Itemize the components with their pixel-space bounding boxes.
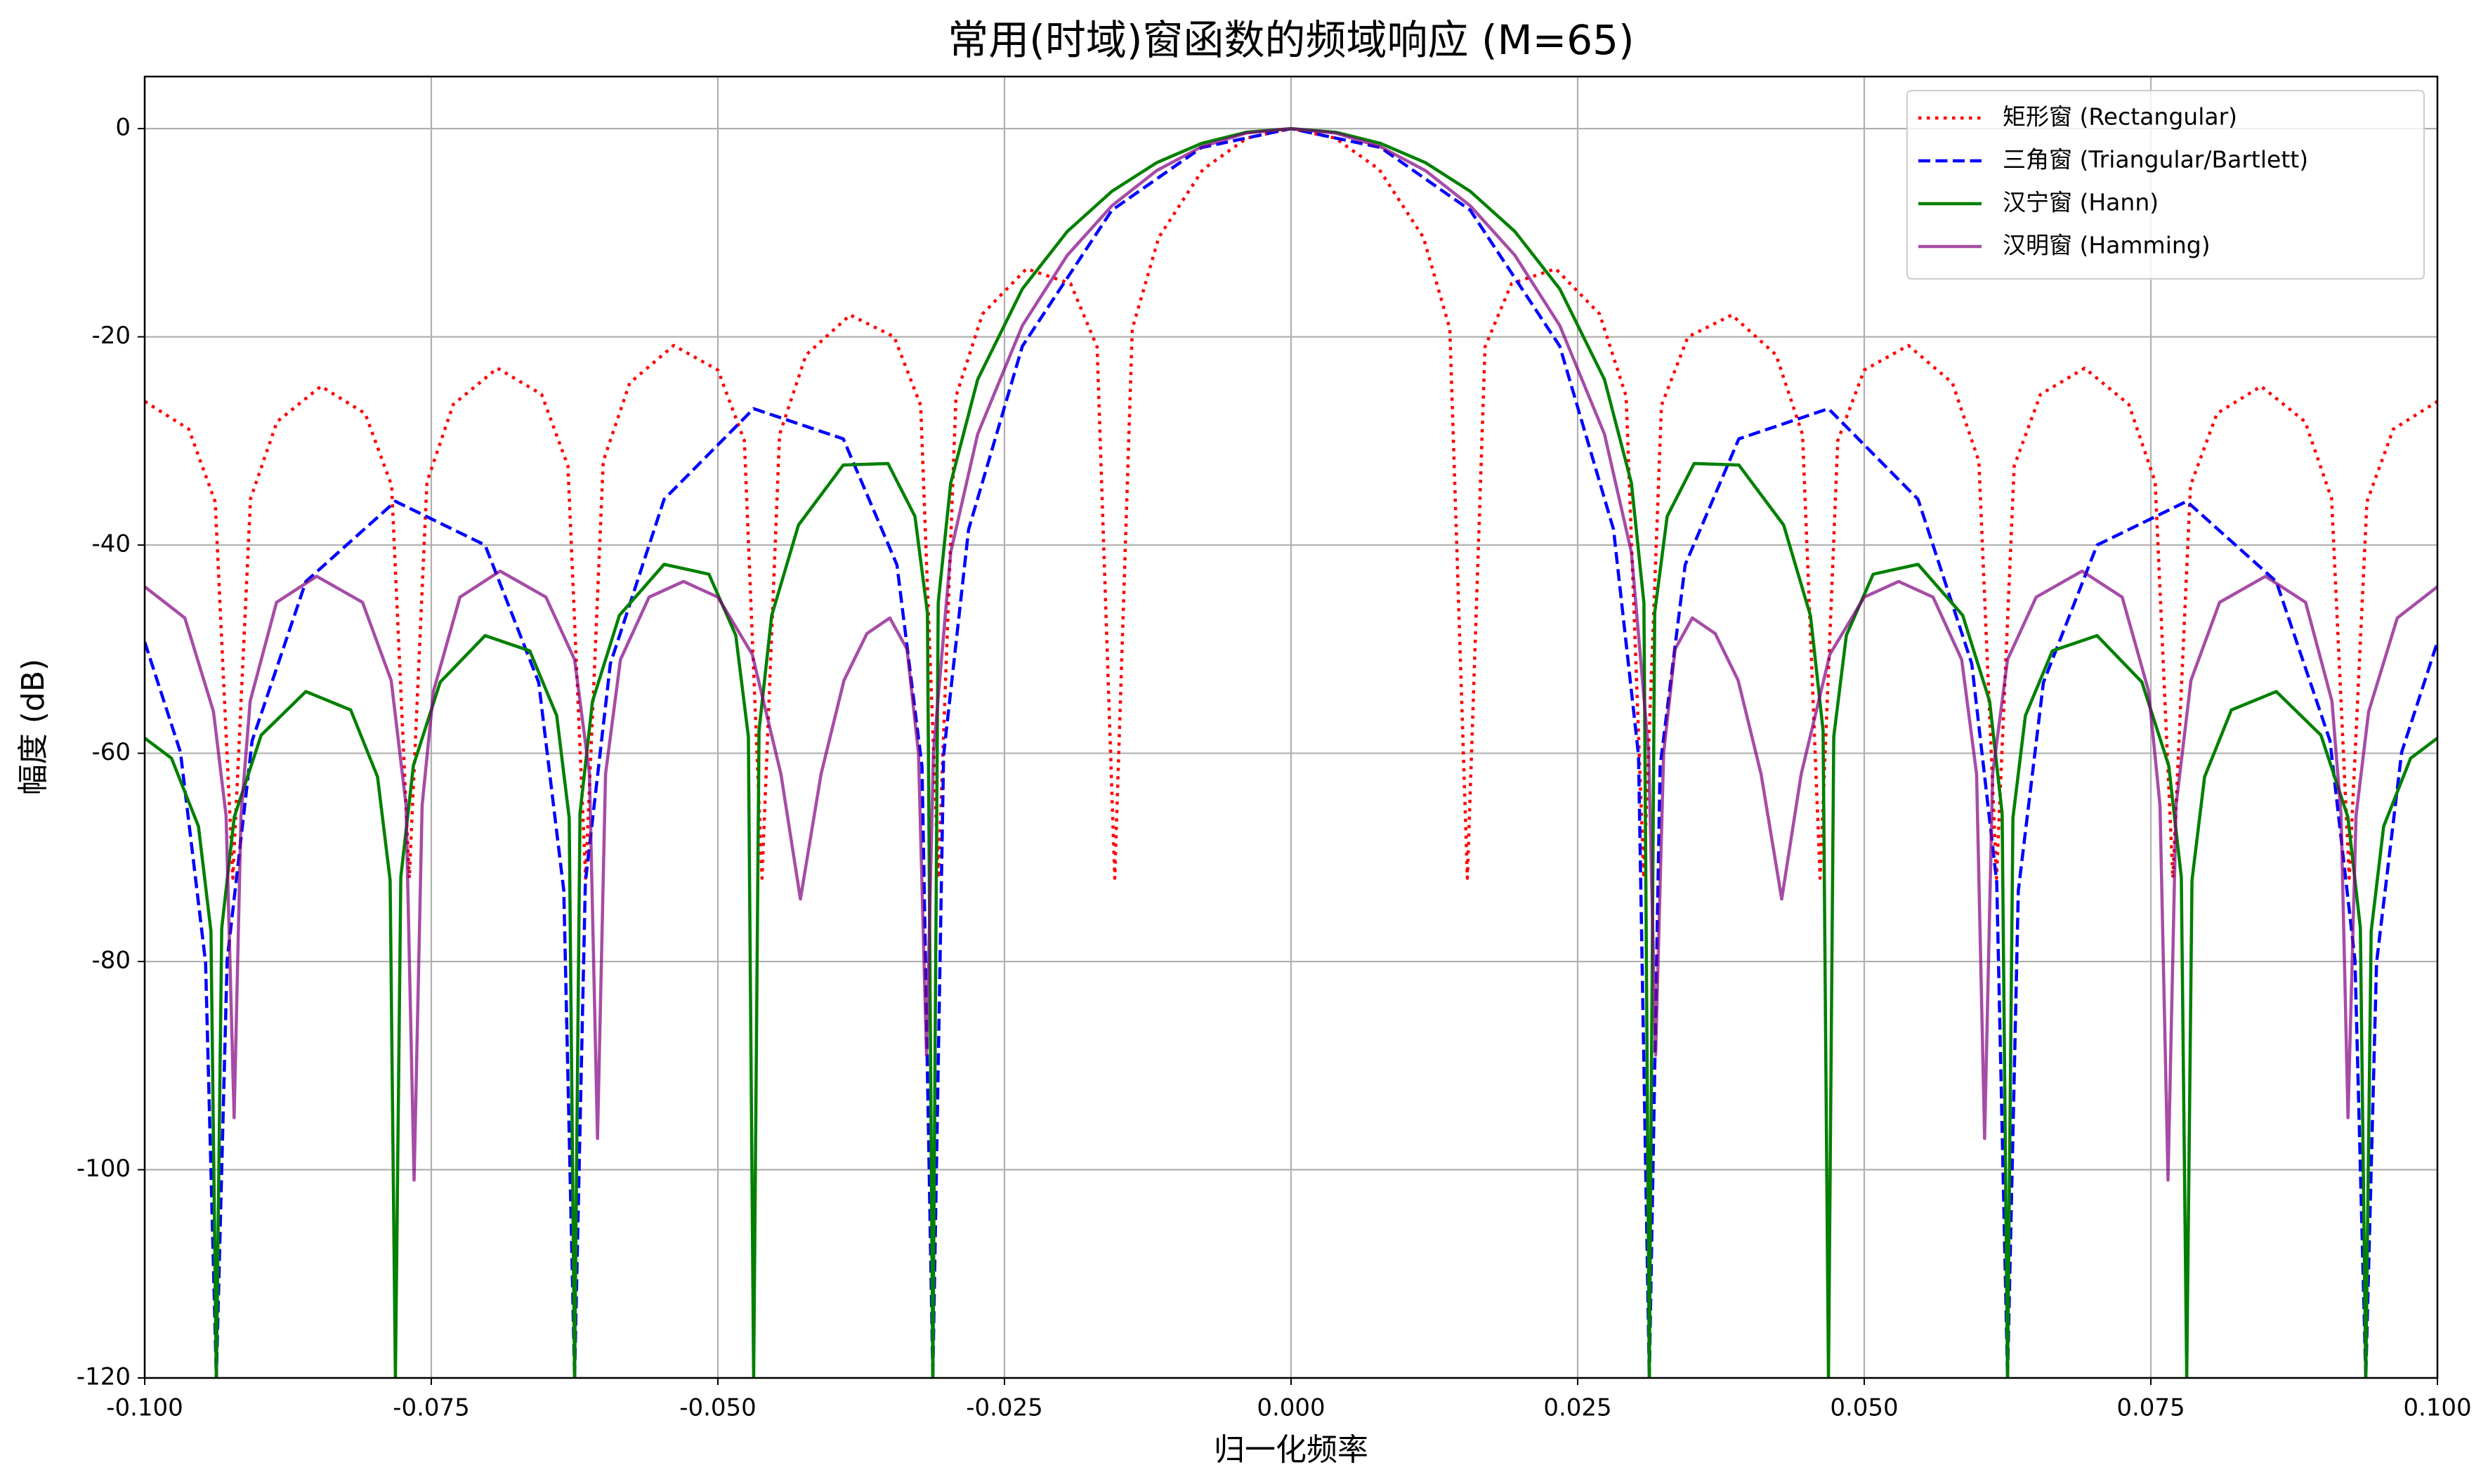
chart-title: 常用(时域)窗函数的频域响应 (M=65): [948, 16, 1634, 64]
y-tick-label: -20: [91, 322, 131, 350]
y-tick-label: -60: [91, 738, 131, 766]
x-tick-label: -0.025: [966, 1394, 1043, 1422]
y-tick-label: 0: [115, 114, 131, 142]
y-tick-label: -80: [91, 947, 131, 975]
x-tick-label: 0.050: [1830, 1394, 1898, 1422]
x-tick-label: 0.000: [1257, 1394, 1325, 1422]
legend: 矩形窗 (Rectangular) 三角窗 (Triangular/Bartlet…: [1906, 90, 2425, 280]
lines-layer: [145, 126, 2437, 1378]
y-tick-label: -120: [77, 1363, 131, 1391]
legend-label: 汉明窗 (Hamming): [2003, 232, 2211, 259]
legend-label: 三角窗 (Triangular/Bartlett): [2003, 146, 2308, 173]
x-tick-label: -0.075: [393, 1394, 470, 1422]
x-tick-label: -0.050: [679, 1394, 757, 1422]
x-tick-label: -0.100: [106, 1394, 183, 1422]
legend-box: [1906, 90, 2425, 280]
y-axis-label: 幅度 (dB): [15, 659, 51, 795]
x-tick-label: 0.100: [2403, 1394, 2471, 1422]
x-tick-label: 0.075: [2116, 1394, 2185, 1422]
y-tick-label: -100: [77, 1155, 131, 1183]
legend-label: 矩形窗 (Rectangular): [2003, 103, 2237, 131]
y-tick-label: -40: [91, 530, 131, 558]
series-line: [145, 126, 2437, 1182]
ticks-layer: -0.100 -0.075 -0.050 -0.025 0.000 0.025 0.050 0…: [77, 114, 2472, 1422]
legend-label: 汉宁窗 (Hann): [2003, 189, 2159, 216]
x-axis-label: 归一化频率: [1214, 1432, 1368, 1468]
x-tick-label: 0.025: [1543, 1394, 1611, 1422]
